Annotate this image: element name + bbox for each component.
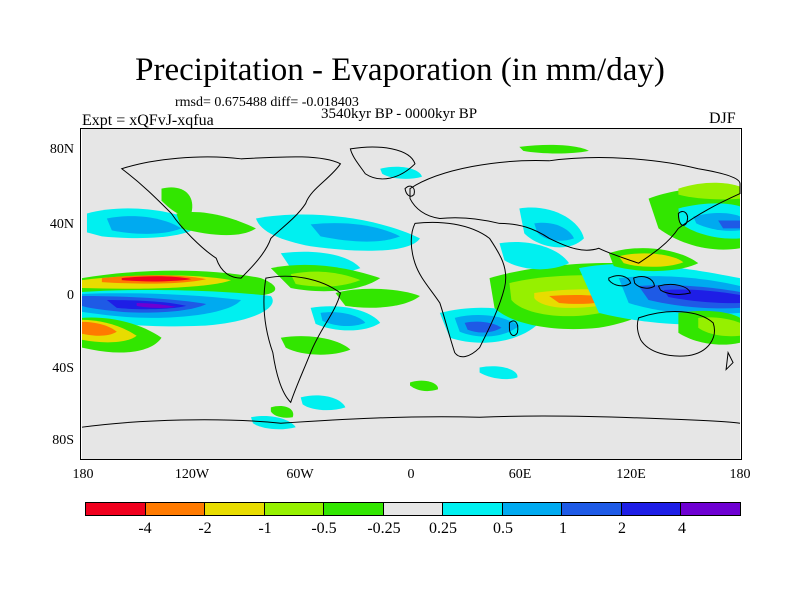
season-label: DJF	[709, 110, 736, 127]
x-tick-label: 180	[729, 467, 751, 482]
colorbar-swatch	[621, 503, 682, 515]
x-tick-label: 0	[407, 467, 415, 482]
colorbar-swatch	[86, 503, 146, 515]
colorbar-label: -0.5	[311, 520, 337, 537]
colorbar-label: 0.25	[429, 520, 457, 537]
colorbar-label: 1	[559, 520, 567, 537]
x-tick-label: 120W	[174, 467, 210, 482]
colorbar-label: -4	[138, 520, 152, 537]
chart-title: Precipitation - Evaporation (in mm/day)	[135, 52, 665, 88]
stats-text: rmsd= 0.675488 diff= -0.018403	[175, 95, 359, 110]
colorbar	[85, 502, 741, 516]
colorbar-label: -1	[258, 520, 272, 537]
anomaly-fields	[81, 144, 741, 430]
colorbar-swatch	[324, 503, 384, 515]
period-text: 3540kyr BP - 0000kyr BP	[321, 106, 478, 122]
y-tick-label: 40S	[52, 361, 74, 376]
colorbar-swatch	[681, 503, 741, 515]
map-panel	[80, 128, 742, 460]
colorbar-label: 4	[678, 520, 686, 537]
colorbar-swatch	[383, 503, 444, 515]
x-tick-label: 180	[72, 467, 94, 482]
x-tick-label: 120E	[616, 467, 646, 482]
x-tick-label: 60W	[286, 467, 314, 482]
colorbar-swatch	[264, 503, 325, 515]
experiment-label: Expt = xQFvJ-xqfua	[82, 112, 214, 129]
coastlines	[81, 146, 741, 428]
y-tick-label: 80S	[52, 433, 74, 448]
colorbar-label: 2	[618, 520, 626, 537]
colorbar-swatch	[443, 503, 503, 515]
colorbar-label: 0.5	[493, 520, 513, 537]
colorbar-label: -2	[198, 520, 212, 537]
x-tick-label: 60E	[508, 467, 532, 482]
colorbar-swatch	[145, 503, 206, 515]
y-tick-label: 80N	[49, 142, 74, 157]
colorbar-swatch	[205, 503, 265, 515]
y-tick-label: 40N	[49, 217, 74, 232]
colorbar-swatch	[502, 503, 563, 515]
colorbar-label: -0.25	[367, 520, 401, 537]
y-tick-label: 0	[67, 288, 74, 303]
colorbar-swatch	[562, 503, 622, 515]
